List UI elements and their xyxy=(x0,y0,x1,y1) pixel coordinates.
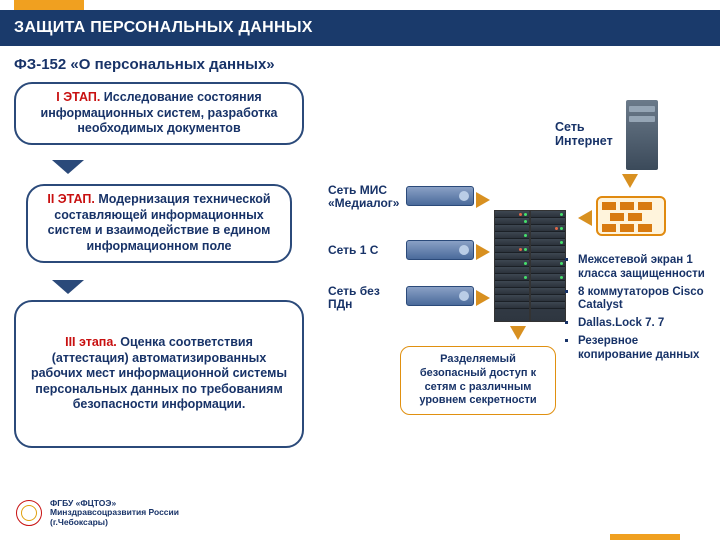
list-item: 8 коммутаторов Cisco Catalyst xyxy=(578,286,714,314)
stage-1-box: I ЭТАП. Исследование состояния информаци… xyxy=(14,82,304,145)
net-internet-label: Сеть Интернет xyxy=(555,120,615,148)
stage-1-lead: I ЭТАП. xyxy=(56,90,100,104)
footer-text: ФГБУ «ФЦТОЭ» Минздравсоцразвития России … xyxy=(50,499,179,528)
equipment-list: Межсетевой экран 1 класса защищенности 8… xyxy=(566,254,714,367)
stage-3-box: III этапа. Оценка соответствия (аттестац… xyxy=(14,300,304,448)
list-item: Межсетевой экран 1 класса защищенности xyxy=(578,254,714,282)
arrow-racks-to-shared xyxy=(510,326,526,340)
org-logo-icon xyxy=(16,500,42,526)
list-item: Dallas.Lock 7. 7 xyxy=(578,317,714,331)
internet-server-icon xyxy=(626,100,658,170)
stage-2-box: II ЭТАП. Модернизация технической состав… xyxy=(26,184,292,263)
law-subtitle: ФЗ-152 «О персональных данных» xyxy=(14,56,275,73)
net-mis-label: Сеть МИС «Медиалог» xyxy=(328,184,404,210)
page-header: ЗАЩИТА ПЕРСОНАЛЬНЫХ ДАННЫХ xyxy=(0,10,720,46)
arrow-stage1-to-2 xyxy=(52,160,84,174)
stage-3-lead: III этапа. xyxy=(65,335,117,349)
top-accent-bar xyxy=(14,0,84,10)
onec-appliance-icon xyxy=(406,240,474,260)
arrow-firewall-left xyxy=(578,210,592,226)
arrow-internet-down xyxy=(622,174,638,188)
server-rack-1 xyxy=(494,210,530,322)
arrow-stage2-to-3 xyxy=(52,280,84,294)
footer: ФГБУ «ФЦТОЭ» Минздравсоцразвития России … xyxy=(16,499,179,528)
arrow-nopd-right xyxy=(476,290,490,306)
stage-2-lead: II ЭТАП. xyxy=(47,192,94,206)
net-internet-text: Сеть Интернет xyxy=(555,120,615,148)
arrow-1c-right xyxy=(476,244,490,260)
net-nopd-label: Сеть без ПДн xyxy=(328,285,388,311)
firewall-icon xyxy=(596,196,666,236)
server-rack-2 xyxy=(530,210,566,322)
page-title: ЗАЩИТА ПЕРСОНАЛЬНЫХ ДАННЫХ xyxy=(14,19,313,37)
shared-access-box: Разделяемый безопасный доступ к сетям с … xyxy=(400,346,556,415)
nopd-appliance-icon xyxy=(406,286,474,306)
net-1c-label: Сеть 1 С xyxy=(328,244,378,257)
list-item: Резервное копирование данных xyxy=(578,335,714,363)
mis-appliance-icon xyxy=(406,186,474,206)
arrow-mis-right xyxy=(476,192,490,208)
bottom-accent-bar xyxy=(610,534,680,540)
footer-city: (г.Чебоксары) xyxy=(50,518,179,528)
